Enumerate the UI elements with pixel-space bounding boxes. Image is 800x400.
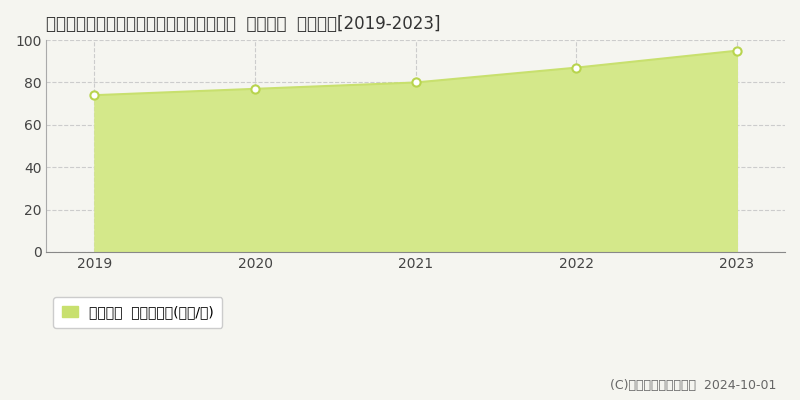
Legend: 基準地価  平均坪単価(万円/坪): 基準地価 平均坪単価(万円/坪) xyxy=(53,297,222,328)
Text: (C)土地価格ドットコム  2024-10-01: (C)土地価格ドットコム 2024-10-01 xyxy=(610,379,776,392)
Point xyxy=(570,64,582,71)
Text: 茨城県つくば市研究学園５丁目１２番４外  基準地価  地価推移[2019-2023]: 茨城県つくば市研究学園５丁目１２番４外 基準地価 地価推移[2019-2023] xyxy=(46,15,441,33)
Point xyxy=(410,79,422,86)
Point xyxy=(730,48,743,54)
Point xyxy=(249,86,262,92)
Point xyxy=(88,92,101,98)
